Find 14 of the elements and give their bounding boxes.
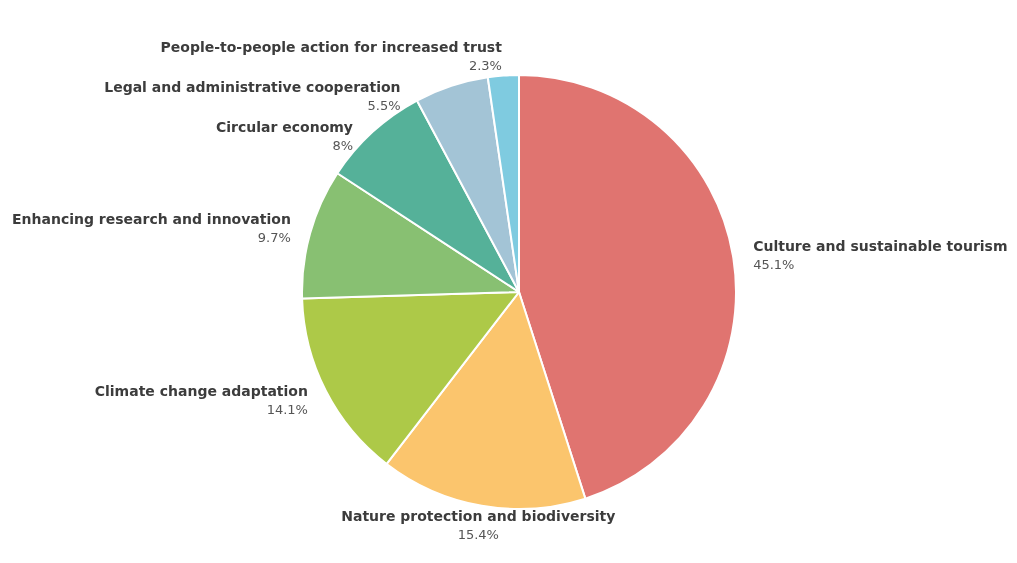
data-label: 14.1%: [266, 401, 308, 417]
slice-label: Climate change adaptation: [94, 382, 308, 399]
slice-label: Culture and sustainable tourism: [753, 238, 1008, 255]
slice-label: Nature protection and biodiversity: [341, 508, 616, 525]
slice-label: People-to-people action for increased trust: [160, 38, 503, 55]
slice-label: Enhancing research and innovation: [11, 210, 291, 227]
slice-label: Circular economy: [216, 118, 353, 135]
data-label: 8%: [332, 137, 353, 153]
data-label: 45.1%: [753, 257, 795, 273]
data-label: 9.7%: [257, 229, 291, 245]
slice-label: Legal and administrative cooperation: [104, 78, 401, 95]
data-label: 5.5%: [367, 97, 401, 113]
data-label: 2.3%: [468, 57, 502, 73]
data-label: 15.4%: [457, 527, 499, 543]
